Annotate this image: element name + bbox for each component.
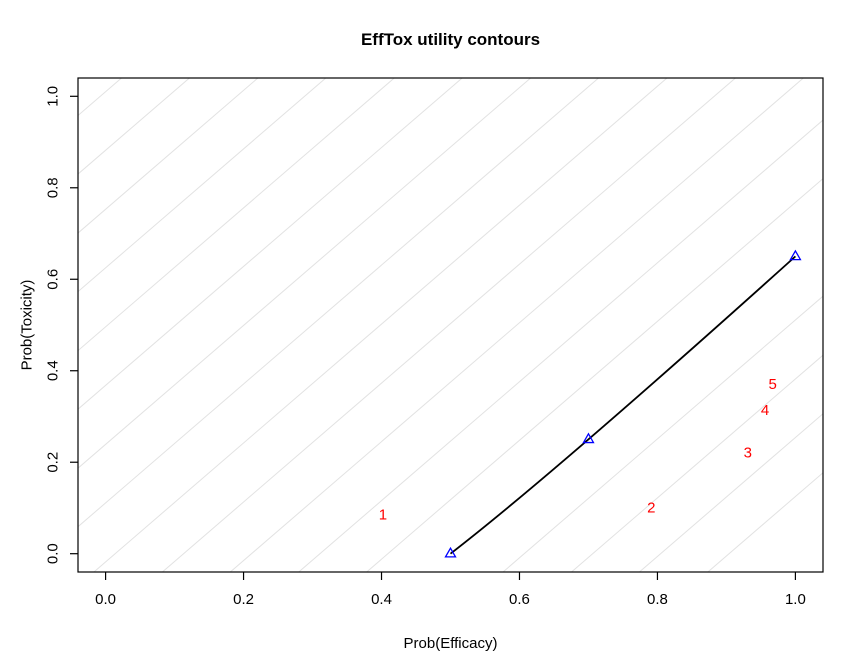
- utility-contour-line: [78, 78, 463, 410]
- triangle-marker: [789, 249, 802, 261]
- chart-title: EffTox utility contours: [360, 30, 541, 49]
- triangle-marker: [444, 546, 457, 558]
- plot-frame: [77, 77, 824, 573]
- utility-contour-line: [502, 295, 823, 572]
- utility-contour-line: [78, 78, 259, 234]
- x-tick-label: 0.4: [371, 591, 392, 608]
- utility-contour-line: [161, 78, 737, 572]
- utility-contour-line: [93, 78, 668, 572]
- y-tick-label: 1.0: [45, 86, 62, 107]
- y-tick-label: 0.8: [45, 177, 62, 198]
- utility-contour-line: [638, 413, 823, 572]
- dose-label: 2: [647, 499, 655, 516]
- utility-contour-line: [297, 119, 823, 572]
- triangle-marker: [582, 432, 595, 444]
- dose-label: 1: [379, 506, 387, 523]
- utility-contour-line: [78, 78, 123, 117]
- x-tick-label: 0.0: [95, 591, 116, 608]
- target-contour-curve: [449, 255, 797, 555]
- utility-contour-line: [78, 78, 396, 352]
- utility-contour-line: [78, 78, 600, 528]
- utility-contour-line: [570, 354, 823, 572]
- utility-contour-line: [229, 78, 805, 572]
- x-tick-label: 0.6: [509, 591, 530, 608]
- utility-contour-line: [707, 472, 823, 572]
- dose-label: 3: [744, 445, 752, 462]
- utility-contour-line: [365, 177, 823, 572]
- y-tick-label: 0.0: [45, 543, 62, 564]
- utility-contour-line: [78, 78, 327, 293]
- y-tick-label: 0.2: [45, 452, 62, 473]
- x-tick-label: 1.0: [785, 591, 806, 608]
- utility-contour-line: [78, 78, 191, 175]
- x-tick-label: 0.2: [233, 591, 254, 608]
- x-axis-label: Prob(Efficacy): [403, 635, 498, 652]
- dose-label: 4: [761, 402, 769, 419]
- dose-label: 5: [768, 376, 776, 393]
- y-tick-label: 0.4: [45, 360, 62, 381]
- utility-contour-line: [78, 78, 532, 469]
- y-tick-label: 0.6: [45, 269, 62, 290]
- x-tick-label: 0.8: [647, 591, 668, 608]
